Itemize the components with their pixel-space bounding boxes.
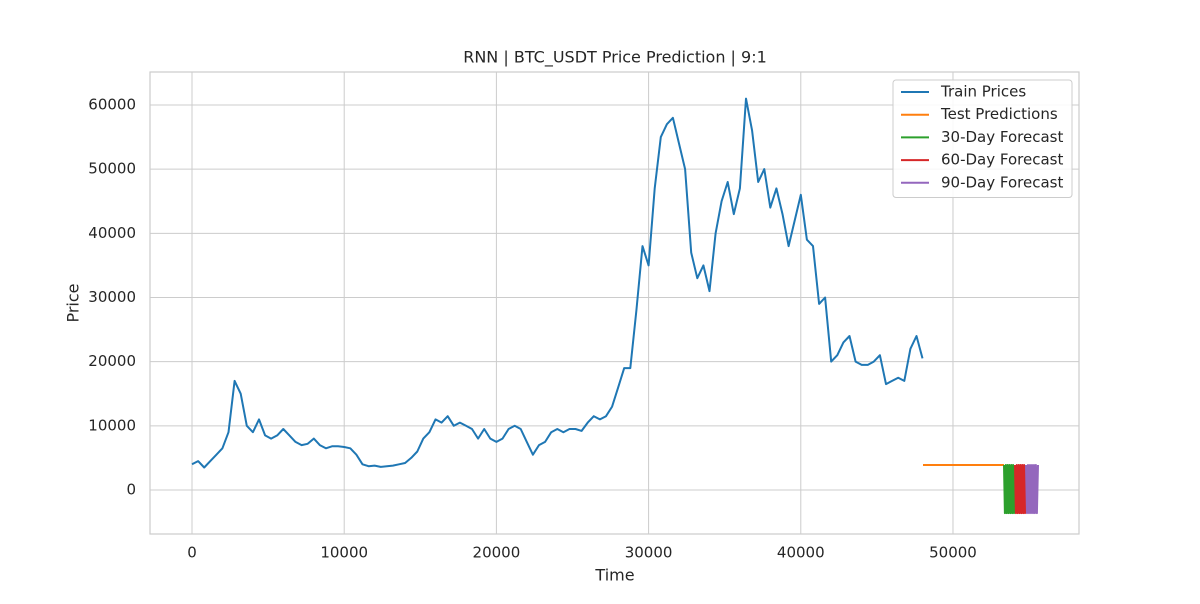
plot-frame (149, 71, 1080, 535)
x-tick-label: 0 (187, 544, 197, 562)
legend-label: 60-Day Forecast (941, 151, 1063, 169)
x-tick-label: 40000 (777, 544, 825, 562)
y-tick-label: 40000 (88, 224, 136, 242)
chart-title: RNN | BTC_USDT Price Prediction | 9:1 (463, 48, 767, 68)
legend-label: Test Predictions (940, 105, 1058, 123)
legend-label: 90-Day Forecast (941, 173, 1063, 191)
x-tick-label: 30000 (625, 544, 673, 562)
y-axis-label: Price (64, 283, 83, 322)
x-tick-label: 10000 (320, 544, 368, 562)
y-tick-label: 50000 (88, 160, 136, 178)
x-axis-label: Time (594, 566, 634, 585)
legend-label: 30-Day Forecast (941, 128, 1063, 146)
y-tick-label: 0 (126, 480, 136, 498)
series-line (191, 97, 924, 469)
y-tick-label: 10000 (88, 416, 136, 434)
series-line (1025, 464, 1039, 515)
legend-label: Train Prices (940, 83, 1026, 101)
y-tick-label: 20000 (88, 352, 136, 370)
x-tick-label: 20000 (473, 544, 521, 562)
legend-box (892, 79, 1073, 198)
y-tick-label: 30000 (88, 288, 136, 306)
y-tick-label: 60000 (88, 95, 136, 113)
series-line (1003, 464, 1016, 515)
x-tick-label: 50000 (929, 544, 977, 562)
series-line (1014, 464, 1027, 515)
